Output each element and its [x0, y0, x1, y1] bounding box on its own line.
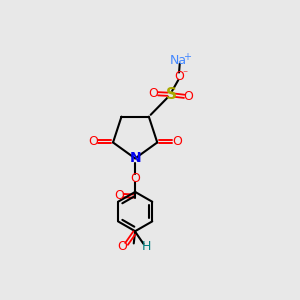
- Text: H: H: [142, 240, 152, 253]
- Text: S: S: [165, 87, 176, 102]
- Text: Na: Na: [169, 53, 186, 67]
- Text: O: O: [114, 189, 124, 202]
- Text: O: O: [88, 135, 98, 148]
- Text: O: O: [172, 135, 182, 148]
- Text: O: O: [174, 70, 184, 83]
- Text: N: N: [129, 152, 141, 165]
- Text: ⁻: ⁻: [182, 69, 188, 79]
- Text: O: O: [183, 90, 193, 103]
- Text: O: O: [130, 172, 140, 184]
- Text: +: +: [183, 52, 191, 62]
- Text: O: O: [117, 240, 127, 253]
- Text: O: O: [148, 87, 158, 100]
